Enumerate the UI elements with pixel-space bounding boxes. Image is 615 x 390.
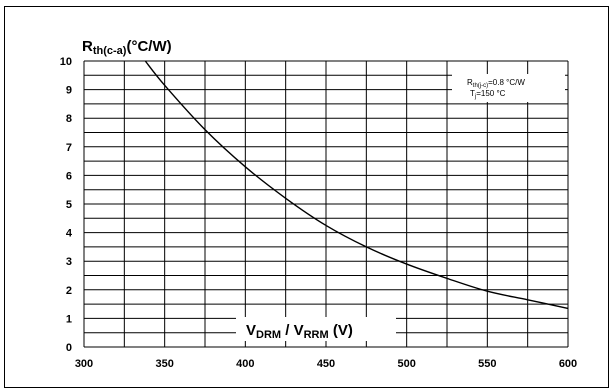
y-tick-label: 10	[60, 56, 72, 68]
y-axis-label: Rth(c-a)(°C/W)	[82, 38, 172, 57]
annotation-rth-jc: Rth(j-c)=0.8 °C/W	[467, 78, 525, 89]
y-tick-label: 0	[66, 342, 72, 354]
y-tick-label: 4	[66, 228, 73, 240]
annotation-tj: Tj=150 °C	[470, 89, 506, 100]
x-tick-labels: 300 350 400 450 500 550 600	[75, 358, 577, 370]
x-tick-label: 450	[317, 358, 335, 370]
x-tick-label: 350	[155, 358, 173, 370]
x-axis-label: VDRM / VRRM (V)	[246, 322, 353, 341]
y-tick-labels: 0 1 2 3 4 5 6 7 8 9 10	[60, 56, 73, 354]
y-tick-label: 7	[66, 142, 72, 154]
y-tick-label: 3	[66, 256, 72, 268]
y-tick-label: 1	[66, 313, 72, 325]
thermal-resistance-curve	[144, 60, 569, 310]
x-tick-label: 500	[397, 358, 415, 370]
chart-frame	[4, 6, 609, 388]
y-tick-label: 6	[66, 170, 72, 182]
y-tick-label: 5	[66, 199, 72, 211]
x-tick-label: 550	[478, 358, 496, 370]
x-axis-label-box	[236, 317, 396, 341]
x-tick-label: 300	[75, 358, 93, 370]
y-tick-label: 8	[66, 113, 72, 125]
annotation-box	[452, 74, 565, 102]
grid	[83, 60, 569, 348]
y-tick-label: 2	[66, 285, 72, 297]
y-tick-label: 9	[66, 85, 72, 97]
x-tick-label: 400	[236, 358, 254, 370]
x-tick-label: 600	[559, 358, 577, 370]
